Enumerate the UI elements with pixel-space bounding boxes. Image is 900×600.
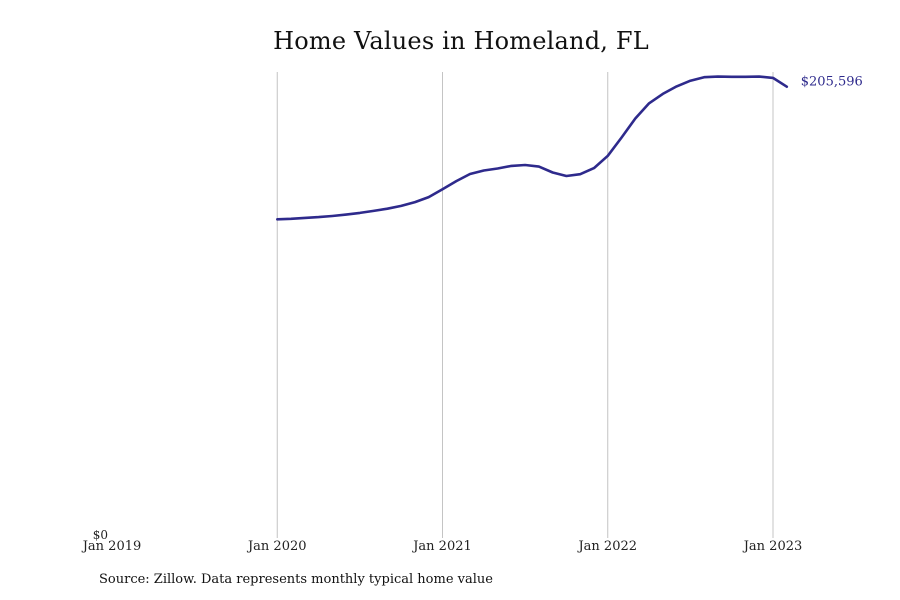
- y-tick-label: $0: [93, 528, 108, 542]
- x-tick-label: Jan 2021: [411, 539, 472, 554]
- home-value-line: [276, 75, 789, 221]
- grid-lines: [276, 72, 774, 538]
- x-tick-label: Jan 2023: [742, 539, 803, 554]
- x-tick-label: Jan 2020: [246, 539, 307, 554]
- end-value-label: $205,596: [801, 75, 863, 90]
- source-note: Source: Zillow. Data represents monthly …: [99, 572, 493, 587]
- axis-labels: Jan 2019 Jan 2020 Jan 2021 Jan 2022 Jan 2023…: [81, 75, 863, 554]
- x-tick-label: Jan 2022: [576, 539, 637, 554]
- chart-title: Home Values in Homeland, FL: [273, 27, 649, 55]
- x-tick-label: Jan 2019: [81, 539, 142, 554]
- series-layer: [276, 75, 789, 221]
